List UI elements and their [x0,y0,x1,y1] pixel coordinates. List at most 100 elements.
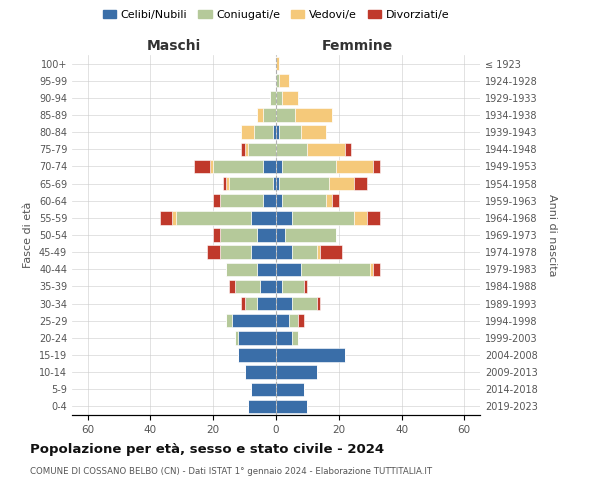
Bar [226,177,229,190]
Bar [223,177,226,190]
Bar [373,262,380,276]
Bar [270,91,276,104]
Bar [276,228,286,241]
Bar [317,246,320,259]
Bar [292,246,317,259]
Bar [304,280,307,293]
Bar [257,297,276,310]
Text: Popolazione per età, sesso e stato civile - 2024: Popolazione per età, sesso e stato civil… [30,442,384,456]
Bar [248,142,276,156]
Bar [345,142,352,156]
Bar [257,228,276,241]
Bar [282,280,304,293]
Bar [251,211,276,224]
Bar [220,228,257,241]
Bar [276,297,292,310]
Bar [276,382,304,396]
Bar [235,280,260,293]
Bar [298,314,304,328]
Bar [295,108,332,122]
Bar [238,331,276,344]
Bar [326,194,332,207]
Bar [289,314,298,328]
Bar [276,211,292,224]
Bar [273,126,276,139]
Bar [241,142,245,156]
Text: COMUNE DI COSSANO BELBO (CN) - Dati ISTAT 1° gennaio 2024 - Elaborazione TUTTITA: COMUNE DI COSSANO BELBO (CN) - Dati ISTA… [30,468,432,476]
Bar [213,194,220,207]
Bar [194,160,210,173]
Bar [276,280,282,293]
Bar [241,126,254,139]
Bar [276,160,282,173]
Bar [276,331,292,344]
Bar [235,331,238,344]
Bar [245,366,276,379]
Bar [329,177,355,190]
Text: Maschi: Maschi [147,38,201,52]
Bar [286,228,335,241]
Bar [273,177,276,190]
Bar [226,314,232,328]
Text: Femmine: Femmine [322,38,393,52]
Bar [279,177,329,190]
Bar [241,297,245,310]
Bar [279,74,289,88]
Bar [276,142,307,156]
Bar [210,160,213,173]
Bar [292,211,355,224]
Bar [282,160,335,173]
Bar [355,211,367,224]
Bar [282,91,298,104]
Bar [254,126,273,139]
Bar [276,57,279,70]
Y-axis label: Anni di nascita: Anni di nascita [547,194,557,276]
Bar [276,400,307,413]
Bar [276,314,289,328]
Bar [213,228,220,241]
Bar [355,177,367,190]
Bar [263,194,276,207]
Bar [276,194,282,207]
Bar [213,160,263,173]
Bar [301,126,326,139]
Bar [307,142,345,156]
Bar [276,177,279,190]
Bar [276,366,317,379]
Bar [260,280,276,293]
Bar [257,262,276,276]
Bar [245,142,248,156]
Y-axis label: Fasce di età: Fasce di età [23,202,33,268]
Bar [220,246,251,259]
Bar [248,400,276,413]
Bar [276,126,279,139]
Bar [220,194,263,207]
Bar [367,211,380,224]
Bar [292,331,298,344]
Bar [276,348,345,362]
Bar [251,382,276,396]
Bar [276,262,301,276]
Bar [263,108,276,122]
Bar [245,297,257,310]
Bar [229,280,235,293]
Bar [172,211,176,224]
Bar [332,194,339,207]
Bar [238,348,276,362]
Bar [373,160,380,173]
Bar [335,160,373,173]
Bar [370,262,373,276]
Bar [301,262,370,276]
Bar [276,108,295,122]
Bar [279,126,301,139]
Bar [276,91,282,104]
Bar [263,160,276,173]
Bar [229,177,273,190]
Bar [226,262,257,276]
Bar [317,297,320,310]
Bar [251,246,276,259]
Bar [320,246,342,259]
Bar [232,314,276,328]
Bar [282,194,326,207]
Bar [160,211,172,224]
